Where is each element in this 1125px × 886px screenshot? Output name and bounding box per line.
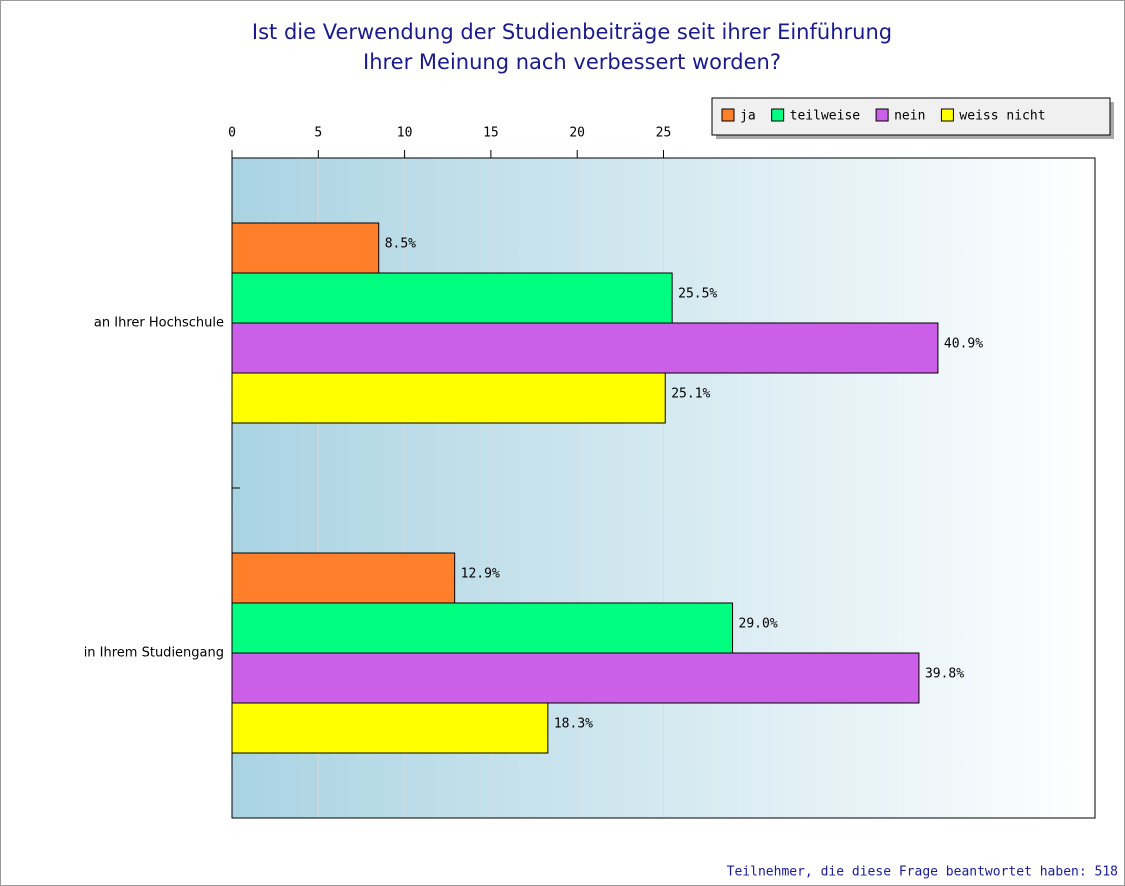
bar xyxy=(231,372,666,424)
data-label: 39.8% xyxy=(925,667,964,682)
bar xyxy=(231,652,920,704)
data-label: 25.5% xyxy=(678,287,717,302)
chart-title: Ist die Verwendung der Studienbeiträge s… xyxy=(252,20,892,44)
data-label: 8.5% xyxy=(385,237,416,252)
x-tick-label: 15 xyxy=(483,126,499,141)
data-label: 40.9% xyxy=(944,337,983,352)
x-tick-label: 0 xyxy=(228,126,236,141)
legend-swatch xyxy=(771,108,785,122)
x-tick-label: 25 xyxy=(656,126,672,141)
chart-title: Ihrer Meinung nach verbessert worden? xyxy=(363,50,781,74)
bar xyxy=(231,272,673,324)
data-label: 25.1% xyxy=(671,387,710,402)
data-label: 18.3% xyxy=(554,717,593,732)
legend-label: teilweise xyxy=(790,109,861,124)
bar xyxy=(231,552,456,604)
data-label: 12.9% xyxy=(461,567,500,582)
bar xyxy=(231,602,734,654)
data-label: 29.0% xyxy=(739,617,778,632)
x-tick-label: 5 xyxy=(314,126,322,141)
y-tick-label: an Ihrer Hochschule xyxy=(94,316,224,331)
x-tick-label: 20 xyxy=(569,126,585,141)
legend-swatch xyxy=(940,108,954,122)
bar xyxy=(231,702,549,754)
bar xyxy=(231,222,380,274)
legend-swatch xyxy=(875,108,889,122)
legend-label: weiss nicht xyxy=(959,109,1045,124)
legend: ja teilweise nein weiss nicht xyxy=(711,97,1114,139)
bar xyxy=(231,322,939,374)
x-tick-label: 10 xyxy=(397,126,413,141)
y-tick-label: in Ihrem Studiengang xyxy=(84,646,224,661)
footnote: Teilnehmer, die diese Frage beantwortet … xyxy=(727,865,1118,880)
legend-label: ja xyxy=(740,109,756,124)
legend-swatch xyxy=(721,108,735,122)
legend-label: nein xyxy=(894,109,925,124)
